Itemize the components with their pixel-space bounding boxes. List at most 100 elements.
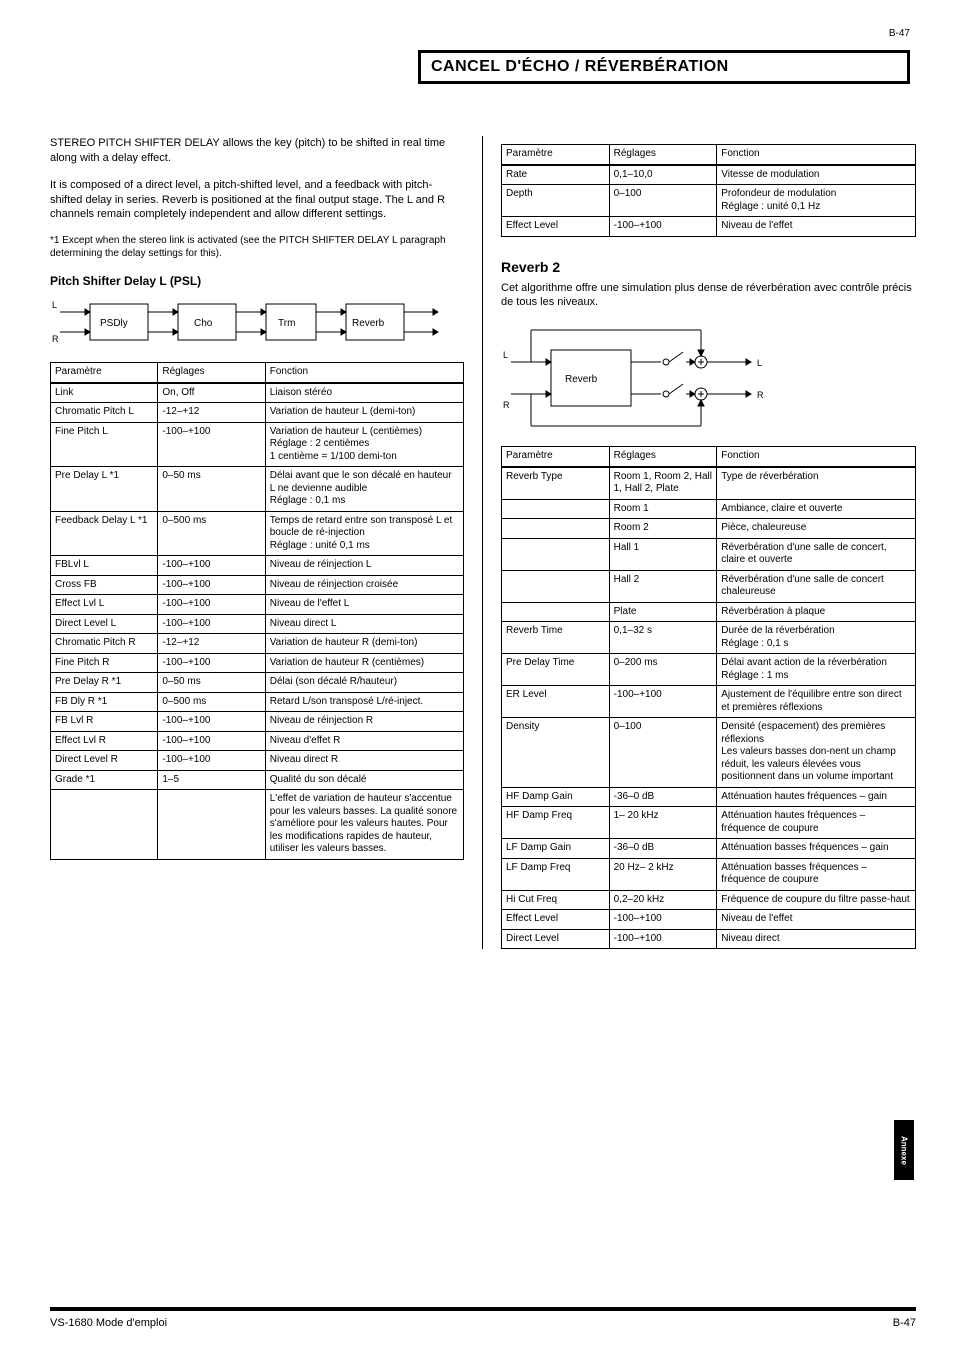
table-cell: Durée de la réverbération Réglage : 0,1 … bbox=[717, 622, 916, 654]
header-title-box: CANCEL D'ÉCHO / RÉVERBÉRATION bbox=[418, 50, 910, 84]
table-cell bbox=[502, 519, 610, 539]
table-cell bbox=[502, 570, 610, 602]
intro-note: *1 Except when the stereo link is activa… bbox=[50, 234, 464, 260]
table-cell: LF Damp Freq bbox=[502, 858, 610, 890]
table-cell: Pre Delay L *1 bbox=[51, 467, 158, 512]
footer-left: VS-1680 Mode d'emploi bbox=[50, 1317, 167, 1329]
reverb2-desc: Cet algorithme offre une simulation plus… bbox=[501, 281, 916, 311]
table-cell: 0,1–10,0 bbox=[609, 165, 717, 185]
table-cell: -100–+100 bbox=[158, 614, 265, 634]
table-cell: Link bbox=[51, 383, 158, 403]
table-cell: Direct Level R bbox=[51, 751, 158, 771]
table-row: Chromatic Pitch R-12–+12Variation de hau… bbox=[51, 634, 464, 654]
rv2-in-R: R bbox=[503, 400, 510, 410]
table-cell: Direct Level bbox=[502, 929, 610, 949]
table-cell: -100–+100 bbox=[158, 422, 265, 467]
table-cell: Effect Level bbox=[502, 910, 610, 930]
table-cell: Niveau direct L bbox=[265, 614, 463, 634]
rv2-out-R: R bbox=[757, 390, 764, 400]
table-cell: 20 Hz– 2 kHz bbox=[609, 858, 717, 890]
table-cell: Pre Delay Time bbox=[502, 654, 610, 686]
table-cell: Atténuation basses fréquences – fréquenc… bbox=[717, 858, 916, 890]
table-cell: Variation de hauteur R (centièmes) bbox=[265, 653, 463, 673]
table-cell: -100–+100 bbox=[158, 731, 265, 751]
table-cell: Reverb Time bbox=[502, 622, 610, 654]
column-right: Paramètre Réglages Fonction Rate0,1–10,0… bbox=[483, 136, 916, 949]
table-cell: Fréquence de coupure du filtre passe-hau… bbox=[717, 890, 916, 910]
table-row: FBLvl L-100–+100Niveau de réinjection L bbox=[51, 556, 464, 576]
table-cell: -100–+100 bbox=[158, 556, 265, 576]
table-cell: Vitesse de modulation bbox=[717, 165, 916, 185]
table-cell: FB Lvl R bbox=[51, 712, 158, 732]
table-cell: Atténuation hautes fréquences – gain bbox=[717, 787, 916, 807]
table-row: Rate0,1–10,0Vitesse de modulation bbox=[502, 165, 916, 185]
rv2-in-L: L bbox=[503, 350, 508, 360]
table-cell: 0–100 bbox=[609, 185, 717, 217]
table-cell: L'effet de variation de hauteur s'accent… bbox=[265, 790, 463, 860]
table-cell: Réverbération d'une salle de concert cha… bbox=[717, 570, 916, 602]
table-cell bbox=[502, 499, 610, 519]
table-row: Effect Level-100–+100Niveau de l'effet bbox=[502, 910, 916, 930]
two-column-layout: STEREO PITCH SHIFTER DELAY allows the ke… bbox=[50, 136, 916, 949]
table-cell: 1–5 bbox=[158, 770, 265, 790]
table-cell: Variation de hauteur L (demi-ton) bbox=[265, 403, 463, 423]
table-cell bbox=[51, 790, 158, 860]
table-row: Feedback Delay L *10–500 msTemps de reta… bbox=[51, 511, 464, 556]
diagram-block-2: Trm bbox=[278, 318, 295, 329]
table-cell: ER Level bbox=[502, 686, 610, 718]
table-cell: Feedback Delay L *1 bbox=[51, 511, 158, 556]
table-row: FB Dly R *10–500 msRetard L/son transpos… bbox=[51, 692, 464, 712]
table-cell: Niveau direct bbox=[717, 929, 916, 949]
table-cell: Délai (son décalé R/hauteur) bbox=[265, 673, 463, 693]
table-cell bbox=[502, 602, 610, 622]
table-row: FB Lvl R-100–+100Niveau de réinjection R bbox=[51, 712, 464, 732]
table-cell: -100–+100 bbox=[158, 595, 265, 615]
table-cell: Hall 1 bbox=[609, 538, 717, 570]
table-row: Depth0–100Profondeur de modulation Régla… bbox=[502, 185, 916, 217]
table-row: Direct Level R-100–+100Niveau direct R bbox=[51, 751, 464, 771]
table-row: LF Damp Gain-36–0 dBAtténuation basses f… bbox=[502, 839, 916, 859]
table-cell: Type de réverbération bbox=[717, 467, 916, 500]
table-cell: Réverbération d'une salle de concert, cl… bbox=[717, 538, 916, 570]
table-row: Effect Level-100–+100Niveau de l'effet bbox=[502, 217, 916, 237]
table-cell: Chromatic Pitch L bbox=[51, 403, 158, 423]
table-cell: Fine Pitch L bbox=[51, 422, 158, 467]
table-cell: Direct Level L bbox=[51, 614, 158, 634]
side-tab: Annexe bbox=[894, 1120, 914, 1180]
table-cell: Room 2 bbox=[609, 519, 717, 539]
table-cell: Niveau de l'effet bbox=[717, 910, 916, 930]
table-cell: Densité (espacement) des premières réfle… bbox=[717, 718, 916, 788]
table-cell: Variation de hauteur L (centièmes) Régla… bbox=[265, 422, 463, 467]
table-cell: Niveau de l'effet L bbox=[265, 595, 463, 615]
table-cell: Room 1 bbox=[609, 499, 717, 519]
table-cell: FB Dly R *1 bbox=[51, 692, 158, 712]
table-cell: 0,2–20 kHz bbox=[609, 890, 717, 910]
table-row: Effect Lvl R-100–+100Niveau d'effet R bbox=[51, 731, 464, 751]
intro-block: STEREO PITCH SHIFTER DELAY allows the ke… bbox=[50, 136, 464, 260]
page: B-47 CANCEL D'ÉCHO / RÉVERBÉRATION STERE… bbox=[0, 0, 954, 1351]
table-cell bbox=[502, 538, 610, 570]
diagram-in-L: L bbox=[52, 300, 57, 310]
table-cell: -12–+12 bbox=[158, 403, 265, 423]
rv2-block: Reverb bbox=[565, 374, 598, 385]
table-cell: Variation de hauteur R (demi-ton) bbox=[265, 634, 463, 654]
table-cell: Ajustement de l'équilibre entre son dire… bbox=[717, 686, 916, 718]
th-settings: Réglages bbox=[609, 145, 717, 165]
table-cell: Retard L/son transposé L/ré-inject. bbox=[265, 692, 463, 712]
table-row: ER Level-100–+100Ajustement de l'équilib… bbox=[502, 686, 916, 718]
table-cell: -100–+100 bbox=[158, 751, 265, 771]
table-cell: On, Off bbox=[158, 383, 265, 403]
table-cell: Délai avant action de la réverbération R… bbox=[717, 654, 916, 686]
table-cell: FBLvl L bbox=[51, 556, 158, 576]
table-cell: 0–50 ms bbox=[158, 673, 265, 693]
th-settings: Réglages bbox=[609, 447, 717, 467]
table-cell: -100–+100 bbox=[158, 712, 265, 732]
section-title-psl: Pitch Shifter Delay L (PSL) bbox=[50, 274, 464, 288]
table-row: Cross FB-100–+100Niveau de réinjection c… bbox=[51, 575, 464, 595]
table-cell: Reverb Type bbox=[502, 467, 610, 500]
table-cell: 0,1–32 s bbox=[609, 622, 717, 654]
table-cell: 0–50 ms bbox=[158, 467, 265, 512]
section-title-reverb2: Reverb 2 bbox=[501, 259, 916, 275]
table-cell: Depth bbox=[502, 185, 610, 217]
th-function: Fonction bbox=[265, 363, 463, 383]
